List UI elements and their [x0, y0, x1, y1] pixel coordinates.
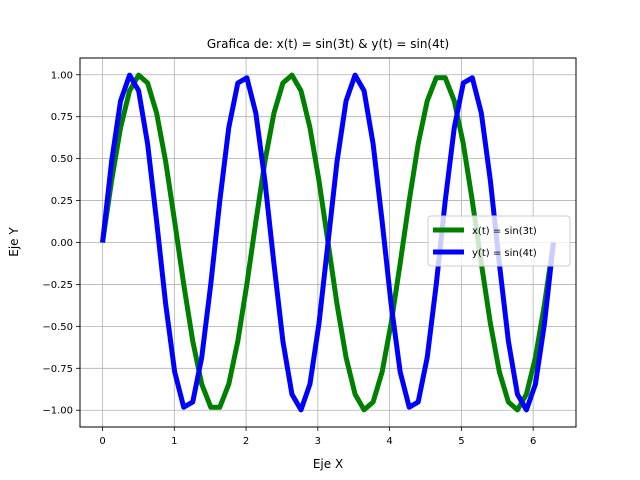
- y-tick-label: −0.50: [42, 322, 73, 333]
- y-tick-label: −0.25: [42, 280, 73, 291]
- y-tick-label: −1.00: [42, 406, 73, 417]
- y-tick-label: −0.75: [42, 364, 73, 375]
- y-tick-label: 0.00: [51, 238, 73, 249]
- y-axis-label: Eje Y: [7, 227, 21, 257]
- legend: x(t) = sin(3t) y(t) = sin(4t): [427, 215, 571, 267]
- x-tick-label: 6: [530, 436, 536, 447]
- x-tick-label: 4: [386, 436, 392, 447]
- legend-label-sin3t: x(t) = sin(3t): [472, 226, 537, 237]
- x-tick-label: 3: [315, 436, 321, 447]
- y-tick-label: 0.50: [51, 154, 73, 165]
- y-tick-label: 0.75: [51, 112, 73, 123]
- legend-label-sin4t: y(t) = sin(4t): [472, 248, 537, 259]
- y-tick-label: 1.00: [51, 70, 73, 81]
- x-tick-label: 2: [243, 436, 249, 447]
- x-tick-label: 5: [458, 436, 464, 447]
- chart-title: Grafica de: x(t) = sin(3t) & y(t) = sin(…: [207, 37, 449, 51]
- y-tick-label: 0.25: [51, 196, 73, 207]
- x-axis-label: Eje X: [313, 457, 343, 471]
- x-tick-label: 1: [171, 436, 177, 447]
- axis-ticks: 0 1 2 3 4 5 6 −1.00 −0.75 −0.50 −0.25 0.00 0.25 0.50 0…: [42, 70, 536, 447]
- series-line-sin4t: [100, 72, 556, 413]
- x-tick-label: 0: [99, 436, 105, 447]
